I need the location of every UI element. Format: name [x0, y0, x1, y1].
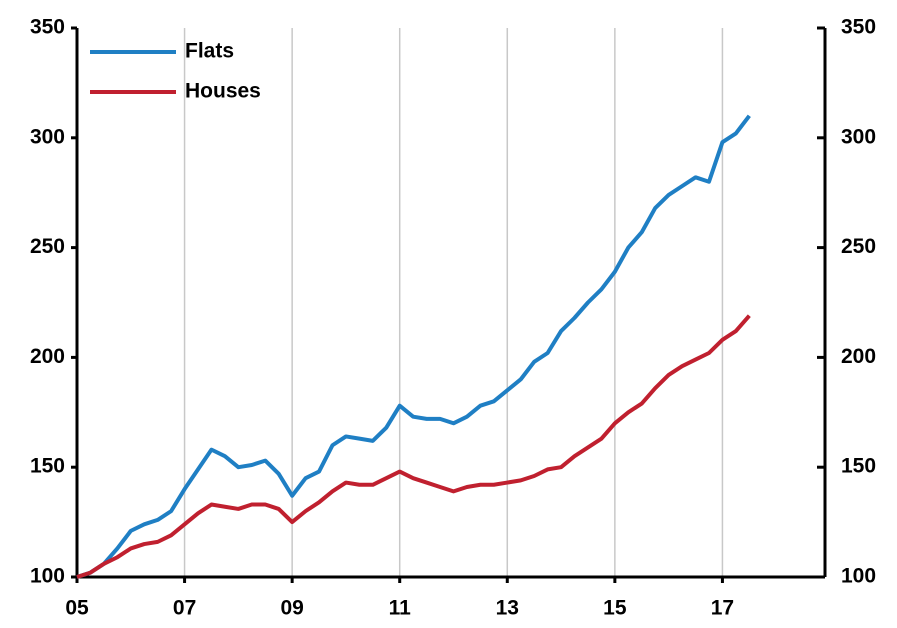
y2-tick-label: 150	[841, 455, 876, 478]
x-tick-label: 07	[173, 597, 196, 620]
y-tick-label: 300	[30, 125, 65, 148]
y-tick-label: 200	[30, 345, 65, 368]
x-tick-label: 09	[280, 597, 303, 620]
legend-label: Houses	[185, 80, 261, 103]
x-tick-label: 13	[496, 597, 519, 620]
y2-tick-label: 200	[841, 345, 876, 368]
y-tick-label: 100	[30, 565, 65, 588]
x-tick-label: 15	[603, 597, 627, 620]
line	[76, 314, 751, 579]
y2-tick-label: 100	[841, 565, 876, 588]
x-tick-label: 11	[389, 597, 412, 620]
y2-tick-label: 250	[841, 235, 876, 258]
line	[76, 114, 751, 579]
x-tick-label: 17	[711, 597, 734, 620]
x-tick-label: 05	[65, 597, 89, 620]
y-tick-label: 250	[30, 235, 65, 258]
y-tick-label: 350	[30, 16, 65, 39]
legend-label: Flats	[185, 40, 234, 63]
y2-tick-label: 300	[841, 125, 876, 148]
y-tick-label: 150	[30, 455, 65, 478]
y2-tick-label: 350	[841, 16, 876, 39]
